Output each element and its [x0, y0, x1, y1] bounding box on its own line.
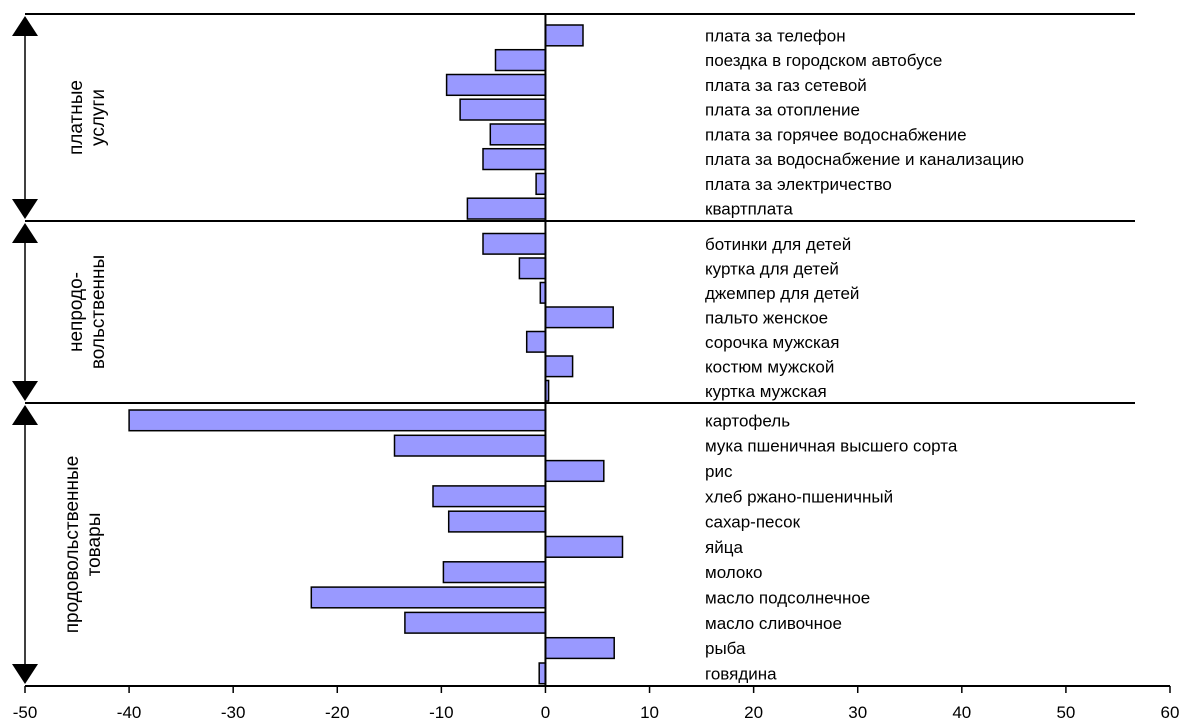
- bar-сахар-песок: [447, 510, 547, 533]
- category-label: ботинки для детей: [705, 235, 851, 254]
- bracket-down-arrow-icon: [12, 664, 38, 684]
- bar-плата-за-отопление: [459, 98, 547, 121]
- axes-layer: -50 -40 -30 -20 -10 0 10 20 30 40 50 60: [13, 14, 1180, 722]
- category-label: масло сливочное: [705, 614, 842, 633]
- x-tick-label: -20: [325, 703, 350, 722]
- x-tick-label: -30: [221, 703, 246, 722]
- group-label-line: вольственны: [88, 255, 109, 369]
- category-label: пальто женское: [705, 308, 828, 327]
- group-label-line: непродо-: [66, 272, 87, 352]
- category-label: плата за газ сетевой: [705, 76, 867, 95]
- category-label: сорочка мужская: [705, 333, 839, 352]
- bar-пальто-женское: [544, 306, 614, 329]
- category-labels: плата за телефон поездка в городском авто…: [705, 26, 1024, 683]
- category-label: яйца: [705, 538, 743, 557]
- category-label: масло подсолнечное: [705, 588, 870, 607]
- group-brackets: платныеуслуги непродо-вольственны продовол…: [12, 16, 109, 684]
- group-label: продовольственныетовары: [62, 456, 105, 634]
- category-label: плата за водоснабжение и канализацию: [705, 150, 1024, 169]
- bracket-up-arrow-icon: [12, 405, 38, 425]
- group-label: платныеуслуги: [66, 80, 109, 155]
- x-tick-label: 10: [640, 703, 659, 722]
- bars-layer: [128, 24, 624, 685]
- bar-сорочка-мужская: [525, 330, 547, 353]
- category-label: говядина: [705, 664, 777, 683]
- bar-мука-пшеничная-высшего-сорта: [393, 434, 547, 457]
- category-label: плата за горячее водоснабжение: [705, 125, 967, 144]
- category-label: мука пшеничная высшего сорта: [705, 437, 958, 456]
- group-separators: [25, 13, 1135, 404]
- category-label: плата за электричество: [705, 175, 892, 194]
- bar-ботинки-для-детей: [482, 232, 547, 255]
- bar-поездка-в-городском-автобусе: [494, 48, 547, 72]
- x-tick-label: -50: [13, 703, 38, 722]
- category-label: сахар-песок: [705, 513, 801, 532]
- category-label: картофель: [705, 411, 790, 430]
- category-label: поездка в городском автобусе: [705, 51, 942, 70]
- category-label: костюм мужской: [705, 357, 834, 376]
- group-label-line: услуги: [88, 89, 109, 146]
- bracket-down-arrow-icon: [12, 381, 38, 401]
- x-tick-label: 60: [1161, 703, 1180, 722]
- category-label: рис: [705, 462, 733, 481]
- bracket-up-arrow-icon: [12, 16, 38, 36]
- bar-квартплата: [466, 197, 547, 220]
- bar-костюм-мужской: [544, 355, 574, 378]
- x-tick-label: 50: [1056, 703, 1075, 722]
- bracket-down-arrow-icon: [12, 199, 38, 219]
- bar-рис: [544, 459, 605, 483]
- bar-яйца: [544, 535, 624, 558]
- bar-хлеб-ржано-пшеничный: [432, 485, 547, 508]
- category-label: куртка для детей: [705, 259, 839, 278]
- group-label-line: товары: [84, 513, 105, 577]
- bar-куртка-для-детей: [518, 257, 547, 280]
- category-label: плата за отопление: [705, 101, 860, 120]
- category-label: куртка мужская: [705, 382, 827, 401]
- group-label-line: платные: [66, 80, 87, 155]
- category-label: плата за телефон: [705, 26, 846, 45]
- category-label: хлеб ржано-пшеничный: [705, 487, 893, 506]
- x-tick-label: -10: [429, 703, 454, 722]
- x-tick-label: 20: [744, 703, 763, 722]
- bar-плата-за-электричество: [535, 172, 547, 196]
- bar-рыба: [544, 636, 615, 660]
- x-tick-label: 30: [848, 703, 867, 722]
- bar-плата-за-газ-сетевой: [445, 73, 547, 97]
- category-label: джемпер для детей: [705, 284, 859, 303]
- x-tick-label: 0: [541, 703, 550, 722]
- bar-плата-за-телефон: [544, 24, 584, 47]
- bar-масло-подсолнечное: [310, 586, 547, 609]
- category-label: рыба: [705, 639, 746, 658]
- group-label-line: продовольственные: [62, 456, 83, 634]
- bar-масло-сливочное: [404, 611, 547, 634]
- group-label: непродо-вольственны: [66, 255, 109, 369]
- category-label: квартплата: [705, 200, 793, 219]
- x-tick-label: -40: [117, 703, 142, 722]
- x-tick-label: 40: [952, 703, 971, 722]
- bar-плата-за-водоснабжение-и-канализацию: [482, 147, 547, 171]
- category-label: молоко: [705, 563, 762, 582]
- bar-картофель: [128, 409, 547, 432]
- bar-молоко: [442, 561, 547, 584]
- bar-плата-за-горячее-водоснабжение: [489, 123, 547, 146]
- bracket-up-arrow-icon: [12, 223, 38, 243]
